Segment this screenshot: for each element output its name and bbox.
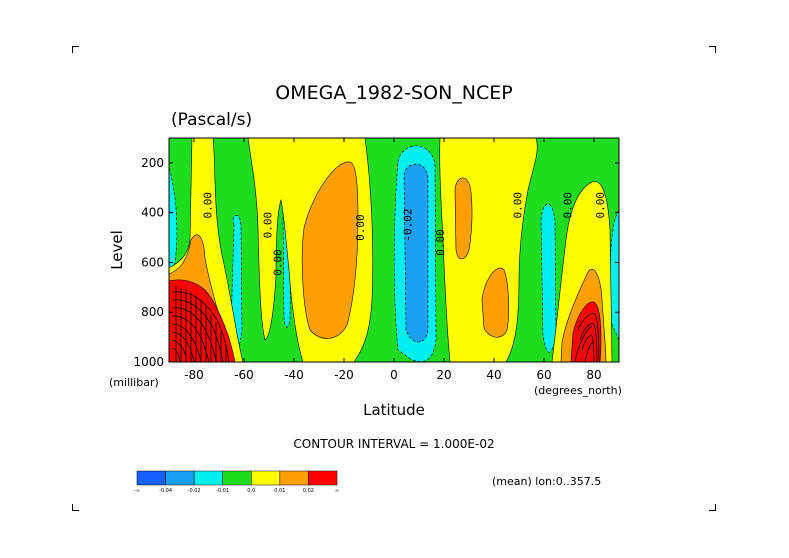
colorbar-label: -∞	[134, 488, 140, 494]
field-positive-moderate-25n	[454, 177, 473, 260]
colorbar-label: -0.01	[216, 488, 229, 494]
contour-label: 0.00	[512, 192, 525, 219]
contour-label: 0.00	[354, 214, 367, 241]
chart-units: (Pascal/s)	[171, 110, 252, 130]
colorbar-label: 0.01	[274, 488, 285, 494]
field	[169, 138, 619, 362]
colorbar-swatch	[251, 470, 281, 486]
field-positive-moderate-45n	[481, 267, 509, 338]
x-tick-label: 40	[486, 368, 501, 382]
crop-mark-bottom-left	[72, 504, 79, 511]
contour-label: 0.00	[202, 192, 215, 219]
contour-label: -0.02	[402, 209, 415, 242]
y-tick-label: 600	[141, 255, 164, 269]
crop-mark-top-right	[709, 46, 716, 53]
colorbar-swatch	[136, 470, 166, 486]
y-tick-label: 800	[141, 305, 164, 319]
x-tick-label: 0	[390, 368, 398, 382]
x-axis-label: Latitude	[363, 401, 425, 419]
x-tick-label: -60	[234, 368, 254, 382]
colorbar-label: ∞	[335, 488, 339, 494]
y-tick-label: 400	[141, 206, 164, 220]
contour-label: 0.00	[262, 212, 275, 239]
field-negative-moderate-equator	[403, 163, 429, 343]
colorbar-label: 0.02	[303, 488, 314, 494]
north-polar-contour-lines	[574, 313, 600, 362]
contour-label: 0.00	[594, 192, 607, 219]
x-tick-label: -80	[184, 368, 204, 382]
contour-interval-text: CONTOUR INTERVAL = 1.000E-02	[293, 437, 494, 451]
field-positive-moderate-20s	[301, 161, 359, 339]
y-tick-label: 200	[141, 156, 164, 170]
field-positive-strong-south-polar	[169, 279, 236, 362]
colorbar-label: -0.02	[188, 488, 201, 494]
x-tick-label: 60	[536, 368, 551, 382]
colorbar-swatch	[308, 470, 338, 486]
colorbar: -∞ -0.04 -0.02 -0.01 0.0 0.01 0.02 ∞	[134, 470, 339, 494]
x-axis-ticks: -80 -60 -40 -20 0 20 40 60 80	[184, 138, 602, 382]
x-tick-label: 80	[586, 368, 601, 382]
colorbar-label: 0.0	[247, 488, 255, 494]
chart-title: OMEGA_1982-SON_NCEP	[275, 82, 512, 104]
x-tick-label: -40	[284, 368, 304, 382]
x-tick-label: 20	[436, 368, 451, 382]
colorbar-swatch	[279, 470, 309, 486]
colorbar-label: -0.04	[159, 488, 172, 494]
field-negative-weak-north-edge	[609, 209, 619, 341]
y-tick-label: 1000	[133, 355, 164, 369]
x-axis-units: (degrees_north)	[534, 384, 622, 397]
x-tick-label: -20	[334, 368, 354, 382]
y-axis-ticks: 200 400 600 800 1000	[133, 156, 619, 369]
contour-label: 0.00	[434, 229, 447, 256]
y-axis-label: Level	[108, 230, 126, 270]
crop-mark-top-left	[72, 46, 79, 53]
crop-mark-bottom-right	[709, 504, 716, 511]
colorbar-swatch	[222, 470, 252, 486]
y-axis-units: (millibar)	[109, 376, 159, 389]
field-negative-weak-60n	[540, 203, 557, 353]
contour-label: 0.00	[562, 192, 575, 219]
contour-label: 0.00	[272, 249, 285, 276]
contour-labels: 0.00 0.00 0.00 0.00 -0.02 0.00 0.00 0.00 0.00	[202, 192, 608, 276]
colorbar-swatch	[193, 470, 223, 486]
colorbar-swatch	[165, 470, 195, 486]
mean-text: (mean) lon:0..357.5	[492, 475, 601, 488]
